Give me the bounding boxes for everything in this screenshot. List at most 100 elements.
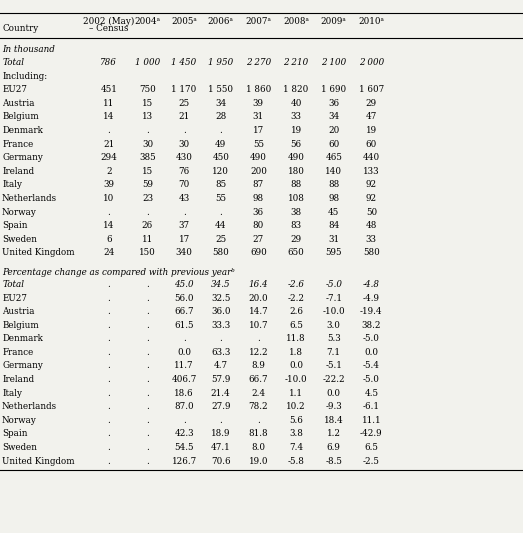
Text: -2.2: -2.2 bbox=[288, 294, 304, 303]
Text: 43: 43 bbox=[178, 194, 190, 203]
Text: .: . bbox=[146, 361, 149, 370]
Text: Percentage change as compared with previous yearᵇ: Percentage change as compared with previ… bbox=[2, 269, 235, 277]
Text: 12.2: 12.2 bbox=[248, 348, 268, 357]
Text: 21.4: 21.4 bbox=[211, 389, 231, 398]
Text: 63.3: 63.3 bbox=[211, 348, 231, 357]
Text: .: . bbox=[146, 457, 149, 466]
Text: 30: 30 bbox=[142, 140, 153, 149]
Text: 45: 45 bbox=[328, 208, 339, 216]
Text: Sweden: Sweden bbox=[2, 443, 37, 452]
Text: Spain: Spain bbox=[2, 430, 28, 439]
Text: -2.6: -2.6 bbox=[288, 280, 304, 289]
Text: Norway: Norway bbox=[2, 416, 37, 425]
Text: 55: 55 bbox=[215, 194, 226, 203]
Text: -5.0: -5.0 bbox=[363, 334, 380, 343]
Text: 83: 83 bbox=[290, 221, 302, 230]
Text: 36.0: 36.0 bbox=[211, 307, 231, 316]
Text: 37: 37 bbox=[178, 221, 190, 230]
Text: 16.4: 16.4 bbox=[248, 280, 268, 289]
Text: 1.8: 1.8 bbox=[289, 348, 303, 357]
Text: -8.5: -8.5 bbox=[325, 457, 342, 466]
Text: 2004ᵃ: 2004ᵃ bbox=[134, 17, 161, 26]
Text: 786: 786 bbox=[100, 58, 117, 67]
Text: 10.7: 10.7 bbox=[248, 321, 268, 330]
Text: 15: 15 bbox=[142, 167, 153, 176]
Text: 3.8: 3.8 bbox=[289, 430, 303, 439]
Text: 34.5: 34.5 bbox=[211, 280, 231, 289]
Text: 2 000: 2 000 bbox=[359, 58, 384, 67]
Text: .: . bbox=[107, 416, 110, 425]
Text: 48: 48 bbox=[366, 221, 377, 230]
Text: .: . bbox=[146, 348, 149, 357]
Text: .: . bbox=[183, 416, 186, 425]
Text: 61.5: 61.5 bbox=[174, 321, 194, 330]
Text: Ireland: Ireland bbox=[2, 167, 34, 176]
Text: 36: 36 bbox=[253, 208, 264, 216]
Text: Including:: Including: bbox=[2, 72, 48, 80]
Text: -7.1: -7.1 bbox=[325, 294, 342, 303]
Text: .: . bbox=[107, 361, 110, 370]
Text: 108: 108 bbox=[288, 194, 304, 203]
Text: 19: 19 bbox=[290, 126, 302, 135]
Text: 2002 (May): 2002 (May) bbox=[83, 17, 134, 26]
Text: 1 607: 1 607 bbox=[359, 85, 384, 94]
Text: 17: 17 bbox=[253, 126, 264, 135]
Text: 490: 490 bbox=[250, 154, 267, 162]
Text: 70.6: 70.6 bbox=[211, 457, 231, 466]
Text: 11.1: 11.1 bbox=[361, 416, 381, 425]
Text: 1 170: 1 170 bbox=[172, 85, 197, 94]
Text: 55: 55 bbox=[253, 140, 264, 149]
Text: -42.9: -42.9 bbox=[360, 430, 383, 439]
Text: In thousand: In thousand bbox=[2, 45, 55, 53]
Text: EU27: EU27 bbox=[2, 85, 27, 94]
Text: .: . bbox=[107, 280, 110, 289]
Text: 1 950: 1 950 bbox=[208, 58, 233, 67]
Text: 451: 451 bbox=[100, 85, 117, 94]
Text: 13: 13 bbox=[142, 112, 153, 122]
Text: 85: 85 bbox=[215, 181, 226, 189]
Text: -4.9: -4.9 bbox=[363, 294, 380, 303]
Text: 66.7: 66.7 bbox=[248, 375, 268, 384]
Text: 81.8: 81.8 bbox=[248, 430, 268, 439]
Text: .: . bbox=[219, 334, 222, 343]
Text: 8.0: 8.0 bbox=[252, 443, 265, 452]
Text: .: . bbox=[146, 375, 149, 384]
Text: 56.0: 56.0 bbox=[174, 294, 194, 303]
Text: 25: 25 bbox=[215, 235, 226, 244]
Text: .: . bbox=[107, 321, 110, 330]
Text: 7.4: 7.4 bbox=[289, 443, 303, 452]
Text: Netherlands: Netherlands bbox=[2, 194, 57, 203]
Text: 0.0: 0.0 bbox=[365, 348, 378, 357]
Text: .: . bbox=[146, 208, 149, 216]
Text: 385: 385 bbox=[139, 154, 156, 162]
Text: 3.0: 3.0 bbox=[327, 321, 340, 330]
Text: Ireland: Ireland bbox=[2, 375, 34, 384]
Text: United Kingdom: United Kingdom bbox=[2, 457, 75, 466]
Text: 14.7: 14.7 bbox=[248, 307, 268, 316]
Text: 14: 14 bbox=[103, 221, 115, 230]
Text: 57.9: 57.9 bbox=[211, 375, 231, 384]
Text: 2006ᵃ: 2006ᵃ bbox=[208, 17, 234, 26]
Text: 10.2: 10.2 bbox=[286, 402, 306, 411]
Text: 406.7: 406.7 bbox=[172, 375, 197, 384]
Text: 0.0: 0.0 bbox=[327, 389, 340, 398]
Text: 47.1: 47.1 bbox=[211, 443, 231, 452]
Text: .: . bbox=[107, 126, 110, 135]
Text: .: . bbox=[107, 208, 110, 216]
Text: Austria: Austria bbox=[2, 99, 35, 108]
Text: -10.0: -10.0 bbox=[285, 375, 308, 384]
Text: 2009ᵃ: 2009ᵃ bbox=[321, 17, 347, 26]
Text: 47: 47 bbox=[366, 112, 377, 122]
Text: -5.8: -5.8 bbox=[288, 457, 304, 466]
Text: .: . bbox=[257, 334, 260, 343]
Text: 60: 60 bbox=[366, 140, 377, 149]
Text: 1 860: 1 860 bbox=[246, 85, 271, 94]
Text: 23: 23 bbox=[142, 194, 153, 203]
Text: 18.4: 18.4 bbox=[324, 416, 344, 425]
Text: 6: 6 bbox=[106, 235, 111, 244]
Text: 27.9: 27.9 bbox=[211, 402, 231, 411]
Text: 56: 56 bbox=[290, 140, 302, 149]
Text: .: . bbox=[107, 307, 110, 316]
Text: 2005ᵃ: 2005ᵃ bbox=[171, 17, 197, 26]
Text: .: . bbox=[183, 126, 186, 135]
